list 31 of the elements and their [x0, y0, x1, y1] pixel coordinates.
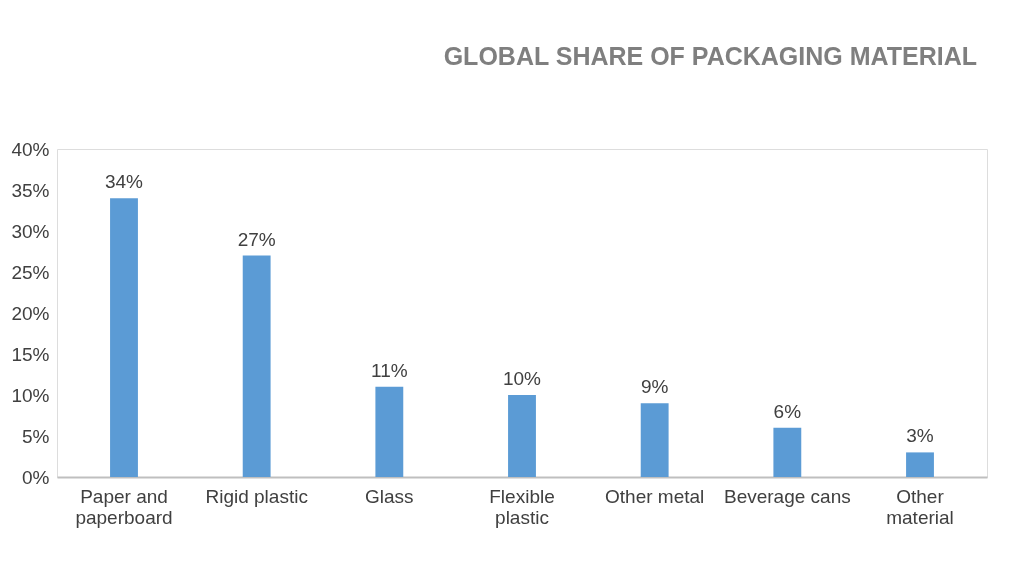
y-tick-label: 15%	[11, 343, 50, 365]
y-tick-label: 10%	[11, 384, 50, 406]
y-tick-label: 20%	[11, 302, 50, 324]
x-tick-label: Flexible plastic	[489, 485, 555, 528]
data-label: 3%	[906, 425, 934, 447]
bar	[773, 427, 802, 477]
x-tick-label: Rigid plastic	[205, 485, 308, 507]
x-tick-label: Glass	[365, 485, 414, 507]
data-label: 10%	[502, 368, 542, 389]
y-tick-label: 30%	[11, 220, 50, 242]
x-tick-label: Other material	[886, 485, 954, 528]
y-tick-label: 5%	[22, 425, 50, 447]
bar	[508, 395, 536, 477]
data-label: 6%	[773, 400, 802, 422]
y-tick-label: 25%	[11, 261, 50, 283]
bar	[640, 403, 669, 477]
data-label: 11%	[371, 359, 408, 381]
x-tick-label: Other metal	[605, 485, 705, 507]
bar	[906, 452, 934, 477]
data-label: 27%	[237, 228, 276, 250]
y-tick-label: 35%	[11, 179, 50, 201]
x-tick-label: Paper and paperboard	[75, 485, 173, 528]
data-label: 9%	[640, 376, 669, 398]
bar	[242, 255, 271, 477]
chart-title: GLOBAL SHARE OF PACKAGING MATERIAL	[443, 42, 977, 70]
x-tick-label: Beverage cans	[723, 485, 851, 507]
y-tick-label: 40%	[11, 138, 50, 160]
bar	[375, 386, 404, 477]
bar	[110, 198, 138, 477]
data-label: 34%	[104, 171, 144, 193]
y-tick-label: 0%	[22, 466, 50, 488]
